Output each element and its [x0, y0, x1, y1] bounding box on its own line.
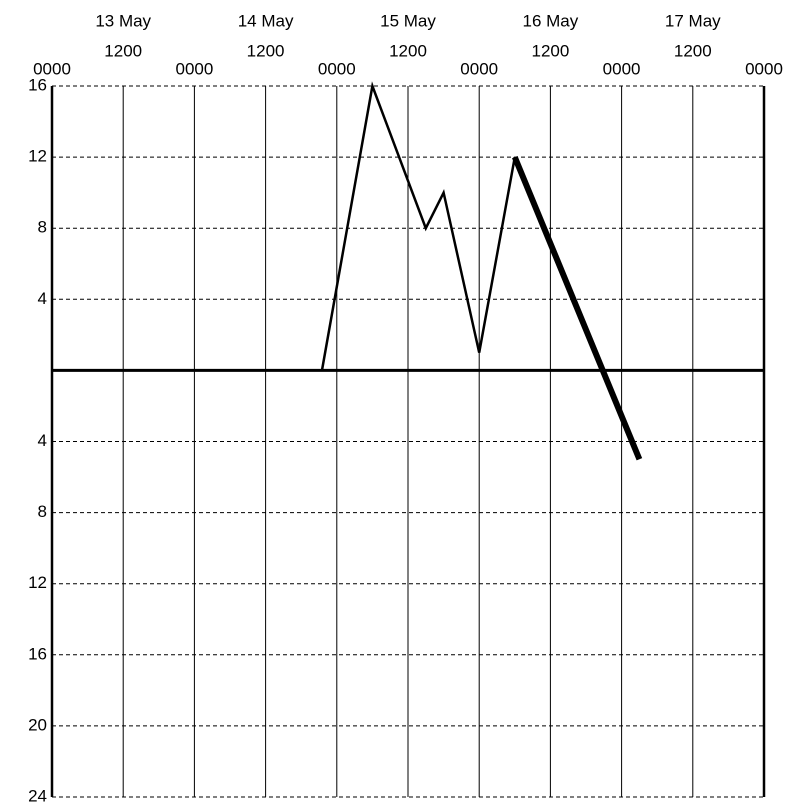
- y-tick-label: 12: [28, 147, 47, 166]
- x-tick-label: 1200: [389, 41, 427, 60]
- x-tick-label: 1200: [531, 41, 569, 60]
- x-day-label: 16 May: [523, 11, 579, 30]
- x-tick-label: 0000: [603, 59, 641, 78]
- y-tick-label: 4: [38, 289, 47, 308]
- y-tick-label: 8: [38, 218, 47, 237]
- y-tick-label: 24: [28, 786, 47, 805]
- series-line: [512, 155, 643, 461]
- x-tick-label: 0000: [460, 59, 498, 78]
- series-line: [320, 81, 517, 371]
- x-tick-label: 1200: [674, 41, 712, 60]
- y-tick-label: 12: [28, 573, 47, 592]
- x-day-label: 14 May: [238, 11, 294, 30]
- x-tick-label: 1200: [104, 41, 142, 60]
- y-tick-label: 20: [28, 715, 47, 734]
- x-tick-label: 0000: [318, 59, 356, 78]
- y-tick-label: 8: [38, 502, 47, 521]
- x-day-label: 15 May: [380, 11, 436, 30]
- y-tick-label: 4: [38, 431, 47, 450]
- y-tick-label: 16: [28, 75, 47, 94]
- x-day-label: 13 May: [95, 11, 151, 30]
- x-tick-label: 0000: [33, 59, 71, 78]
- x-day-label: 17 May: [665, 11, 721, 30]
- x-tick-label: 0000: [175, 59, 213, 78]
- y-tick-label: 16: [28, 644, 47, 663]
- x-tick-label: 1200: [247, 41, 285, 60]
- x-tick-label: 0000: [745, 59, 783, 78]
